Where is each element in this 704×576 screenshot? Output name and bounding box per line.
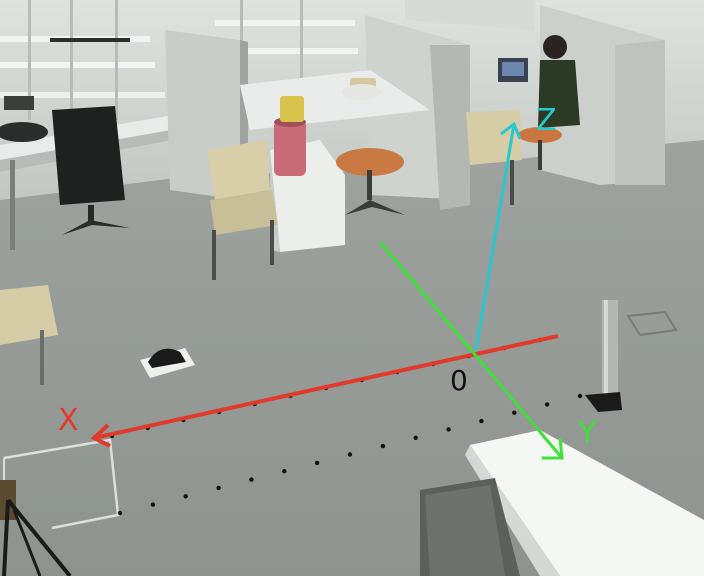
floor-dot (183, 494, 188, 499)
tripod (0, 480, 72, 576)
person-at-laptop (498, 35, 580, 128)
beige-chair-center (207, 140, 278, 280)
marker-post (585, 300, 622, 412)
floor-dot (249, 477, 254, 482)
floor-dot (117, 510, 123, 516)
floor-dot (413, 435, 418, 440)
beige-chair-left-edge (0, 285, 58, 385)
orange-chair-right (518, 127, 562, 170)
dotted-line-middle (117, 393, 583, 516)
floor-dot (544, 402, 550, 407)
floor-dot (216, 485, 221, 491)
floor-dot (314, 460, 320, 466)
floor-dot (347, 452, 353, 457)
origin-label: 0 (450, 364, 468, 397)
floor-dot (512, 410, 517, 415)
axis-x-label: X (58, 403, 79, 438)
floor-dot (380, 443, 386, 449)
floor-dot (150, 502, 156, 507)
axis-z (474, 121, 522, 351)
axis-y (378, 241, 564, 460)
floor-dot (446, 427, 451, 432)
floor-hatch (626, 310, 678, 337)
office-chair-left (52, 106, 130, 235)
bright-table (420, 430, 704, 576)
floor-dot (282, 469, 287, 474)
black-object-on-paper (140, 348, 195, 378)
orange-stool (336, 148, 405, 215)
red-canister (274, 117, 306, 176)
cubicle-partitions (165, 0, 665, 210)
floor-dot (577, 393, 583, 399)
floor-dot (479, 418, 484, 424)
yellow-container (280, 96, 304, 122)
axis-y-label: Y (577, 416, 597, 451)
axis-x (90, 334, 559, 448)
axis-z-label: Z (536, 103, 557, 138)
